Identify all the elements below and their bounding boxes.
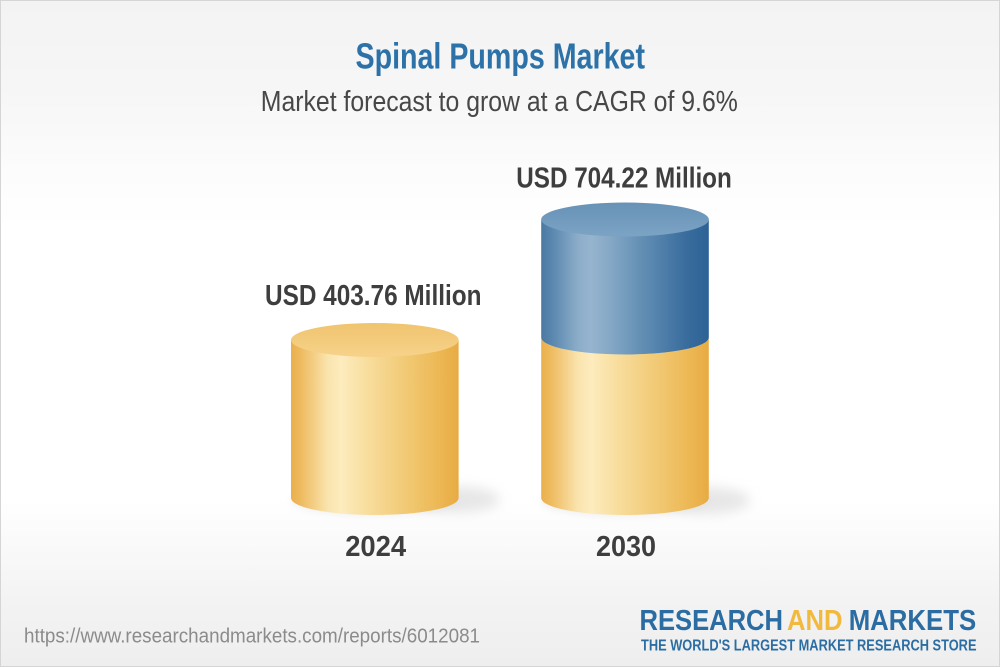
svg-text:RESEARCH: RESEARCH: [640, 605, 784, 637]
svg-text:USD 704.22 Million: USD 704.22 Million: [516, 163, 732, 195]
svg-text:2024: 2024: [345, 531, 406, 563]
svg-text:AND: AND: [787, 605, 843, 637]
svg-text:Market forecast to grow at a C: Market forecast to grow at a CAGR of 9.6…: [261, 86, 738, 118]
svg-text:MARKETS: MARKETS: [849, 605, 977, 637]
svg-text:THE WORLD'S LARGEST MARKET RES: THE WORLD'S LARGEST MARKET RESEARCH STOR…: [641, 638, 977, 655]
svg-text:2030: 2030: [596, 531, 656, 563]
svg-text:Spinal Pumps Market: Spinal Pumps Market: [356, 36, 646, 77]
svg-text:USD 403.76 Million: USD 403.76 Million: [265, 280, 482, 312]
svg-text:https://www.researchandmarkets: https://www.researchandmarkets.com/repor…: [24, 625, 480, 648]
